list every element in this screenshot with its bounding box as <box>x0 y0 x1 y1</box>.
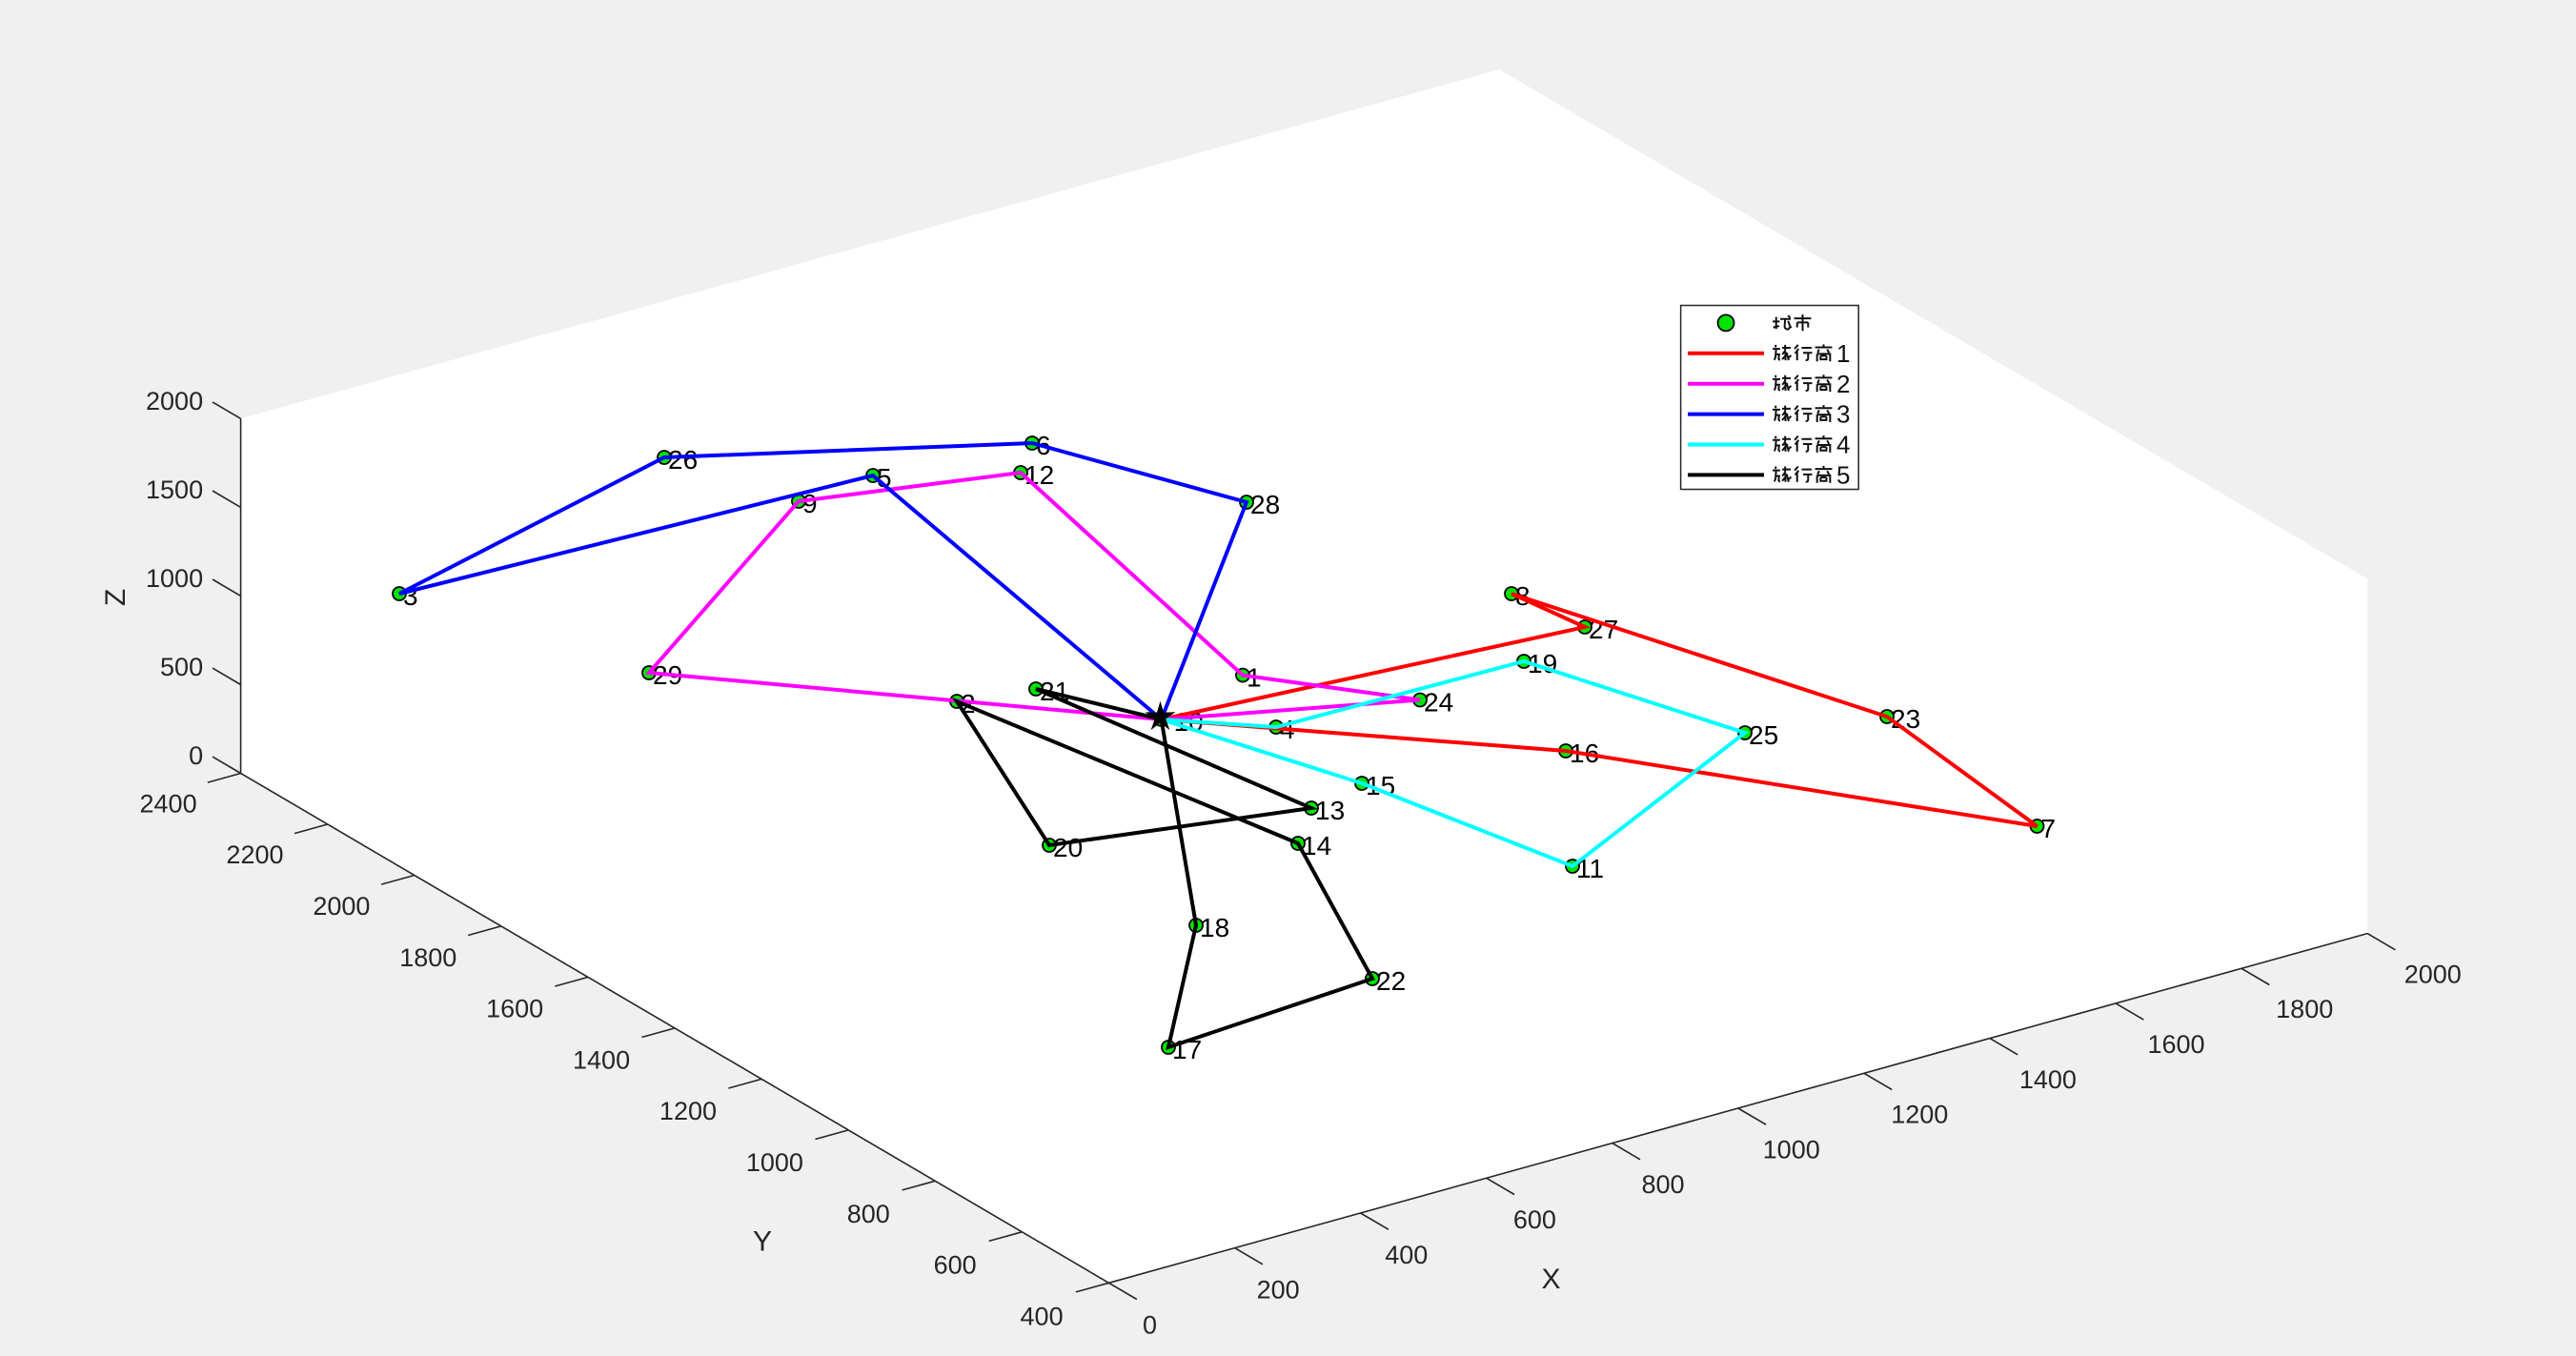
svg-text:2200: 2200 <box>226 840 283 869</box>
svg-text:Z: Z <box>100 589 132 606</box>
svg-text:400: 400 <box>1385 1241 1428 1269</box>
svg-text:0: 0 <box>1143 1311 1157 1340</box>
svg-text:7: 7 <box>2041 814 2057 843</box>
svg-text:12: 12 <box>1024 460 1054 490</box>
svg-text:1600: 1600 <box>2147 1030 2204 1059</box>
svg-text:2000: 2000 <box>313 892 370 921</box>
svg-text:0: 0 <box>189 741 203 770</box>
svg-text:1000: 1000 <box>746 1148 803 1177</box>
svg-text:3: 3 <box>1836 400 1850 429</box>
svg-text:2000: 2000 <box>146 387 203 415</box>
svg-text:800: 800 <box>847 1200 890 1228</box>
svg-text:400: 400 <box>1021 1303 1064 1331</box>
svg-text:1800: 1800 <box>399 943 456 972</box>
svg-text:28: 28 <box>1250 490 1280 519</box>
svg-text:13: 13 <box>1315 796 1345 825</box>
svg-text:600: 600 <box>1513 1205 1556 1234</box>
svg-text:800: 800 <box>1641 1170 1684 1199</box>
svg-text:Y: Y <box>753 1226 772 1258</box>
svg-text:2000: 2000 <box>2404 961 2462 989</box>
svg-text:1200: 1200 <box>659 1097 717 1125</box>
svg-text:600: 600 <box>934 1251 977 1280</box>
svg-text:24: 24 <box>1424 687 1453 717</box>
svg-text:X: X <box>1541 1264 1560 1295</box>
svg-text:5: 5 <box>877 463 892 493</box>
svg-text:1000: 1000 <box>146 564 203 593</box>
svg-text:22: 22 <box>1376 966 1406 996</box>
svg-text:5: 5 <box>1836 461 1850 490</box>
svg-text:9: 9 <box>802 489 818 518</box>
svg-text:1400: 1400 <box>573 1046 630 1075</box>
svg-text:1: 1 <box>1836 339 1850 368</box>
svg-text:1200: 1200 <box>1891 1101 1948 1129</box>
svg-text:1000: 1000 <box>1763 1136 1820 1164</box>
svg-text:200: 200 <box>1257 1276 1300 1305</box>
svg-text:1600: 1600 <box>486 995 543 1023</box>
svg-text:25: 25 <box>1749 720 1778 750</box>
svg-text:1500: 1500 <box>146 476 203 504</box>
svg-text:2: 2 <box>1836 370 1850 398</box>
svg-text:26: 26 <box>668 445 698 475</box>
svg-text:20: 20 <box>1053 833 1083 862</box>
svg-text:2400: 2400 <box>140 790 197 819</box>
svg-text:1800: 1800 <box>2276 995 2333 1023</box>
svg-text:18: 18 <box>1200 913 1229 942</box>
svg-text:4: 4 <box>1836 431 1850 459</box>
svg-text:1400: 1400 <box>2019 1065 2077 1094</box>
svg-text:500: 500 <box>160 653 203 681</box>
